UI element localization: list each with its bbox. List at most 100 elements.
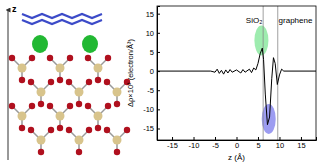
plot-frame — [157, 6, 316, 140]
x-tick: 0 — [235, 137, 239, 150]
x-tick-mark — [279, 137, 280, 140]
x-tick: -10 — [189, 137, 200, 150]
oxygen-atom — [28, 127, 34, 133]
silicon-atom — [113, 88, 122, 97]
silicon-atom — [113, 136, 122, 145]
y-axis-line — [158, 7, 161, 141]
y-axis: -15 -10 -5 0 5 10 15 — [143, 7, 160, 141]
oxygen-atom — [57, 125, 63, 131]
x-tick-label: 5 — [256, 141, 260, 150]
x-tick-label: 15 — [297, 141, 305, 150]
silicon-atom — [37, 136, 46, 145]
x-axis: -15 -10 -5 0 5 10 15 — [158, 137, 317, 150]
oxygen-atom — [48, 79, 54, 85]
silicon-atom — [94, 112, 103, 121]
oxygen-atom — [95, 125, 101, 131]
oxygen-atom — [86, 79, 92, 85]
y-tick-mark — [157, 90, 160, 91]
z-axis-arrow — [8, 10, 9, 160]
oxygen-atom — [105, 55, 111, 61]
x-tick-mark — [215, 137, 216, 140]
oxygen-atom — [38, 101, 44, 107]
oxygen-atom — [76, 149, 82, 155]
oxygen-atom — [104, 127, 110, 133]
x-axis-title: z (Å) — [228, 153, 245, 162]
y-tick-mark — [157, 109, 160, 110]
x-tick: 5 — [256, 137, 260, 150]
figure: z -15 -10 -5 0 5 10 15 -15 -10 -5 0 5 10 15 z (Å) Δρ×10³… — [0, 0, 320, 163]
adatom — [82, 35, 98, 53]
silicon-atom — [18, 64, 27, 73]
x-tick-label: -5 — [212, 141, 219, 150]
y-axis-title: Δρ×10³ (electron/Å³) — [126, 39, 135, 107]
oxygen-atom — [85, 103, 91, 109]
oxygen-atom — [57, 77, 63, 83]
y-tick-label: 5 — [150, 48, 154, 57]
silicon-atom — [56, 112, 65, 121]
oxygen-atom — [19, 77, 25, 83]
y-tick: 0 — [150, 67, 160, 76]
x-tick: -15 — [167, 137, 178, 150]
oxygen-atom — [67, 55, 73, 61]
annotation: SiO₂ — [246, 16, 262, 25]
oxygen-atom — [105, 103, 111, 109]
oxygen-atom — [9, 55, 15, 61]
x-tick-mark — [301, 137, 302, 140]
y-tick: -5 — [147, 86, 160, 95]
y-tick-label: -5 — [147, 86, 154, 95]
y-tick-mark — [157, 129, 160, 130]
graphene-sheet — [22, 20, 102, 24]
y-tick-label: -10 — [143, 105, 154, 114]
y-tick: 15 — [146, 10, 160, 19]
y-tick-mark — [157, 33, 160, 34]
x-tick: -5 — [212, 137, 219, 150]
x-tick-mark — [194, 137, 195, 140]
y-tick: -10 — [143, 105, 160, 114]
graphene-sheet — [22, 14, 102, 18]
y-tick: 5 — [150, 48, 160, 57]
oxygen-atom — [19, 125, 25, 131]
silicon-atom — [37, 88, 46, 97]
oxygen-atom — [67, 103, 73, 109]
oxygen-atom — [47, 55, 53, 61]
y-tick-mark — [157, 71, 160, 72]
annotation: graphene — [279, 16, 313, 25]
reference-line — [277, 6, 278, 140]
silicon-atom — [56, 64, 65, 73]
oxygen-atom — [28, 79, 34, 85]
y-tick: -15 — [143, 124, 160, 133]
y-tick-label: 0 — [150, 67, 154, 76]
x-tick-label: 10 — [276, 141, 284, 150]
oxygen-atom — [29, 103, 35, 109]
silicon-atom — [75, 136, 84, 145]
oxygen-atom — [66, 79, 72, 85]
y-tick-mark — [157, 14, 160, 15]
adatom — [32, 35, 48, 53]
oxygen-atom — [47, 103, 53, 109]
oxygen-atom — [95, 77, 101, 83]
structure: z — [8, 4, 130, 160]
y-tick-label: 15 — [146, 10, 154, 19]
oxygen-atom — [66, 127, 72, 133]
data-line — [157, 48, 316, 125]
oxygen-atom — [124, 127, 130, 133]
oxygen-atom — [38, 149, 44, 155]
oxygen-atom — [114, 149, 120, 155]
axis-label: z — [12, 4, 17, 14]
silicon-atom — [18, 112, 27, 121]
y-tick-label: 10 — [146, 29, 154, 38]
oxygen-atom — [29, 55, 35, 61]
oxygen-atom — [114, 101, 120, 107]
x-tick-mark — [258, 137, 259, 140]
y-tick-mark — [157, 52, 160, 53]
y-tick-label: -15 — [143, 124, 154, 133]
oxygen-atom — [9, 103, 15, 109]
oxygen-atom — [48, 127, 54, 133]
y-tick: 10 — [146, 29, 160, 38]
x-tick-label: -15 — [167, 141, 178, 150]
x-tick-mark — [172, 137, 173, 140]
oxygen-atom — [86, 127, 92, 133]
x-tick-label: -10 — [189, 141, 200, 150]
x-tick: 10 — [276, 137, 284, 150]
oxygen-atom — [76, 101, 82, 107]
